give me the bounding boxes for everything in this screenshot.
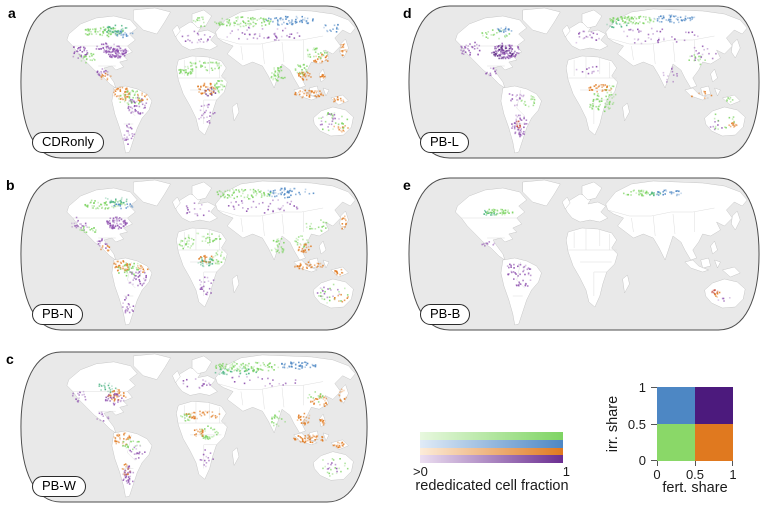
scenario-label-pb-l: PB-L — [420, 131, 469, 153]
panel-letter-a: a — [8, 5, 16, 21]
matrix-ytick-0: 0 — [638, 453, 646, 468]
matrix-xtick-mark-05 — [695, 461, 696, 466]
matrix-ytick-1: 1 — [638, 380, 646, 395]
gradient-colorbar — [420, 432, 563, 463]
matrix-ytick-mark-0 — [651, 460, 657, 461]
panel-letter-d: d — [403, 5, 412, 21]
matrix-cell-bottom-right — [695, 424, 733, 461]
gradient-tick-max: 1 — [562, 464, 570, 479]
matrix-xtick-1: 1 — [729, 467, 737, 482]
gradient-strip-purple — [420, 455, 563, 463]
panel-letter-e: e — [403, 177, 411, 193]
matrix-ytick-mark-05 — [651, 424, 657, 425]
matrix-ytick-05: 0.5 — [627, 417, 646, 432]
scenario-label-pb-n: PB-N — [32, 303, 84, 325]
matrix-xtick-mark-1 — [732, 461, 733, 466]
gradient-strip-blue — [420, 439, 563, 448]
world-map-panel-b: PB-N — [18, 176, 370, 332]
legend-share-matrix: irr. share 1 0.5 0 0 0.5 1 fert. share — [600, 372, 770, 515]
scenario-label-pb-b: PB-B — [420, 303, 471, 325]
gradient-strip-orange — [420, 447, 563, 456]
scenario-label-cdronly: CDRonly — [32, 131, 105, 153]
world-map-panel-c: PB-W — [18, 350, 370, 504]
world-map-panel-d: PB-L — [406, 4, 762, 160]
matrix-grid — [657, 387, 733, 461]
gradient-axis-label: rededicated cell fraction — [415, 478, 569, 494]
matrix-ytick-mark-1 — [651, 387, 657, 388]
matrix-cell-top-left — [657, 387, 695, 424]
matrix-xtick-05: 0.5 — [685, 467, 705, 482]
panel-letter-c: c — [6, 351, 14, 367]
matrix-xtick-0: 0 — [653, 467, 661, 482]
world-map-panel-e: PB-B — [406, 176, 762, 332]
matrix-xtick-mark-0 — [657, 461, 658, 466]
matrix-cell-bottom-left — [657, 424, 695, 461]
panel-letter-b: b — [6, 177, 15, 193]
gradient-tick-min: >0 — [413, 464, 428, 479]
gradient-strip-green — [420, 432, 563, 440]
matrix-x-axis-label: fert. share — [662, 480, 728, 496]
matrix-cell-top-right — [695, 387, 733, 424]
scenario-label-pb-w: PB-W — [32, 475, 86, 497]
world-map-panel-a: CDRonly — [18, 4, 370, 160]
